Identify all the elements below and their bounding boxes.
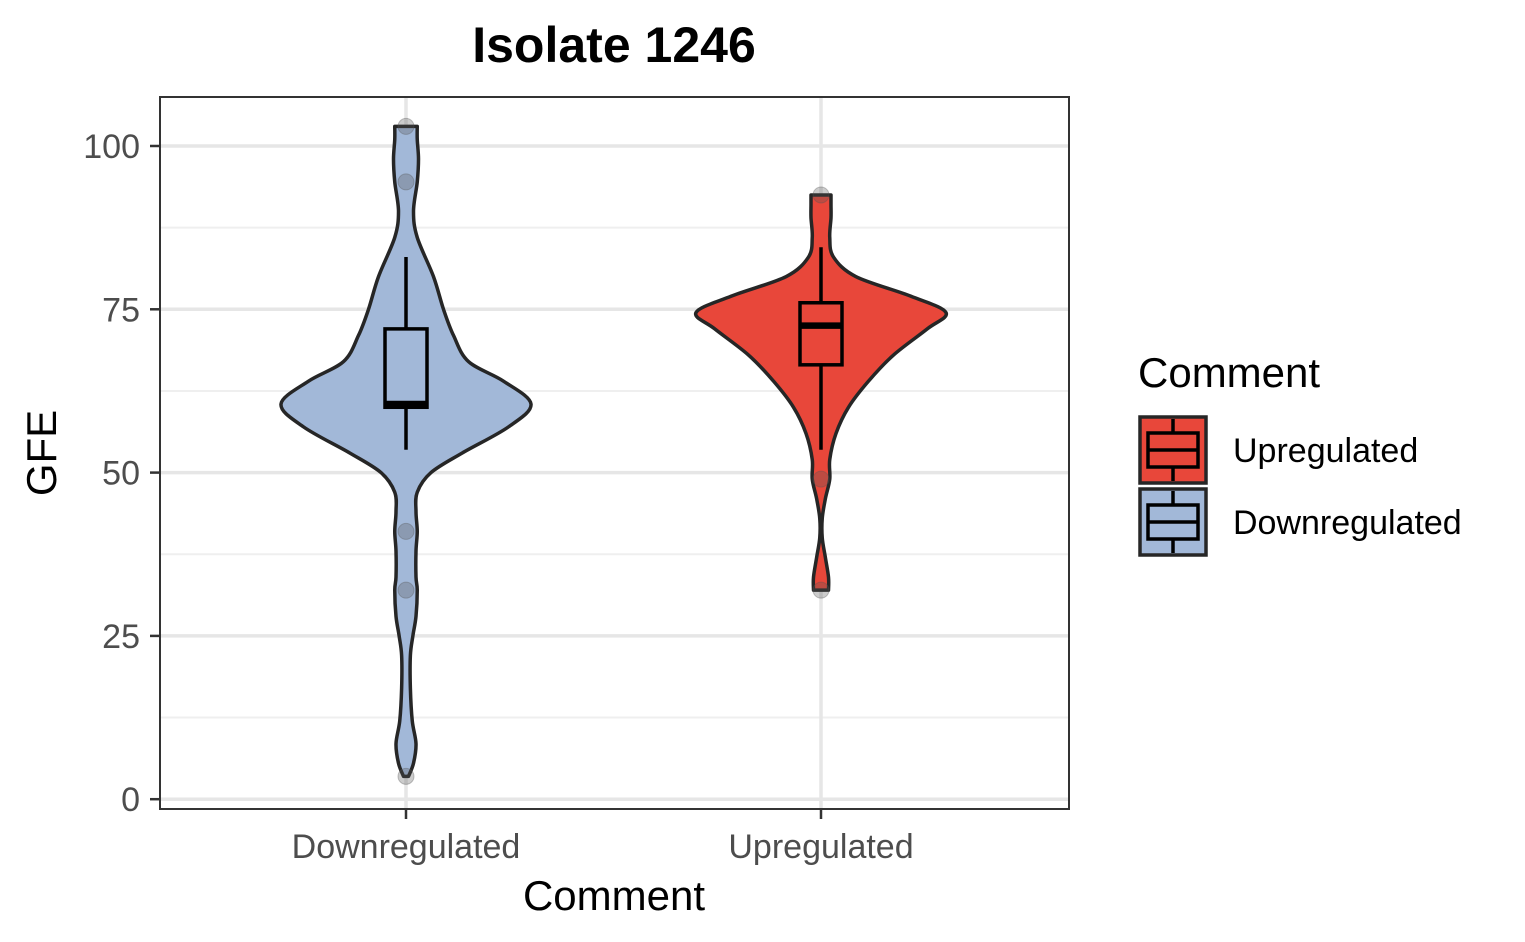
legend-label: Upregulated	[1233, 432, 1418, 470]
box-iqr	[383, 327, 429, 410]
legend-item-downregulated: Downregulated	[1138, 487, 1462, 557]
x-tick-label: Downregulated	[292, 828, 521, 866]
x-tick-label: Upregulated	[728, 828, 913, 866]
y-tick-label: 0	[121, 781, 140, 819]
legend-title: Comment	[1138, 349, 1320, 396]
y-axis-title: GFE	[18, 410, 65, 496]
data-point	[812, 186, 830, 204]
data-point	[397, 522, 415, 540]
plot-panel	[160, 97, 1069, 809]
x-axis-title: Comment	[523, 872, 705, 919]
legend-label: Downregulated	[1233, 504, 1462, 542]
chart-title: Isolate 1246	[472, 17, 756, 73]
data-point	[397, 117, 415, 135]
y-tick-label: 75	[102, 291, 140, 329]
violin-downregulated	[279, 117, 533, 785]
box-iqr	[798, 301, 844, 367]
violin-upregulated	[693, 186, 949, 599]
data-point	[397, 173, 415, 191]
data-point	[812, 470, 830, 488]
legend: Comment Upregulated Downregulated	[1138, 349, 1462, 557]
data-point	[812, 581, 830, 599]
y-tick-label: 50	[102, 455, 140, 493]
data-point	[397, 767, 415, 785]
y-tick-label: 100	[83, 128, 140, 166]
axes: 0 25 50 75 100 Downregulated Upregulated	[83, 128, 913, 866]
plot-border	[159, 96, 1070, 810]
y-tick-label: 25	[102, 618, 140, 656]
legend-item-upregulated: Upregulated	[1138, 415, 1418, 485]
violins	[279, 117, 949, 785]
data-point	[397, 581, 415, 599]
violin-shape	[279, 124, 533, 779]
